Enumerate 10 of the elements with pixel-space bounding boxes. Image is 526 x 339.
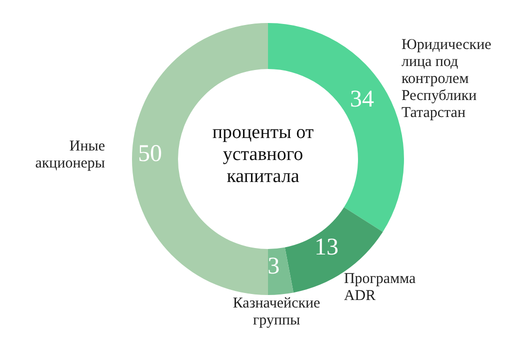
donut-slice — [268, 247, 294, 295]
slice-label: Юридические лица под контролем Республики Татарстан — [401, 36, 492, 121]
data-label: 50 — [138, 141, 162, 167]
data-label: 3 — [268, 254, 280, 280]
slice-label: Программа ADR — [344, 271, 416, 304]
data-label: 34 — [350, 86, 374, 113]
data-label: 13 — [314, 234, 339, 260]
text: проценты от уставного капитала — [212, 122, 314, 187]
slice-label: Иные акционеры — [35, 138, 106, 172]
slice-label: Казначейские группы — [232, 295, 321, 328]
